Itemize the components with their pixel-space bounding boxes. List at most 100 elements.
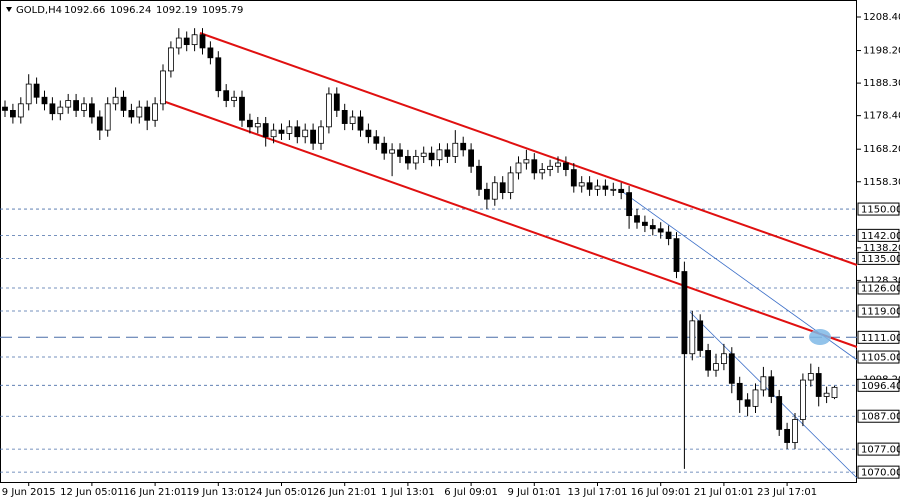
candle-body — [404, 156, 411, 164]
candle-body — [610, 188, 617, 191]
menu-arrow — [6, 7, 12, 12]
candle-body — [705, 350, 711, 371]
candle-body — [539, 169, 546, 174]
ohlc-close: 1095.79 — [202, 5, 243, 16]
candle-body — [41, 96, 48, 105]
candle-body — [278, 129, 285, 134]
candle-body — [81, 103, 87, 111]
level-label: 1105.00 — [861, 353, 900, 364]
candle-body — [254, 123, 261, 128]
level-label-box — [857, 251, 900, 265]
ohlc-low: 1092.19 — [156, 5, 197, 16]
candle-body — [634, 215, 640, 223]
candle-body — [223, 90, 230, 101]
candle-body — [25, 83, 32, 105]
candle-body — [721, 353, 727, 365]
candle-body — [499, 182, 506, 194]
level-label-box — [857, 281, 900, 295]
candle-body — [412, 156, 419, 164]
candle-body — [160, 70, 166, 105]
level-label: 1119.00 — [861, 306, 900, 317]
candle-body — [357, 116, 364, 131]
candle-body — [515, 162, 522, 174]
x-tick-label: 6 Jul 09:01 — [444, 487, 498, 498]
candle-body — [555, 162, 561, 167]
candle-body — [800, 379, 806, 420]
candle-body — [744, 399, 751, 407]
level-label: 1126.00 — [861, 283, 900, 294]
candle-body — [17, 103, 24, 118]
y-tick-label: 1138.20 — [863, 243, 900, 254]
ohlc-open: 1092.66 — [64, 5, 105, 16]
level-label-box — [857, 409, 900, 423]
candle-body — [112, 96, 119, 105]
candle-body — [602, 185, 609, 190]
candle-body — [681, 271, 688, 355]
candle-body — [310, 129, 317, 144]
candle-body — [349, 116, 356, 124]
candle-body — [381, 142, 388, 154]
y-tick-label: 1158.30 — [863, 177, 900, 188]
candle-body — [270, 129, 277, 138]
candle-body — [476, 165, 482, 190]
candle-body — [294, 126, 301, 138]
candle-body — [831, 386, 838, 399]
candle-body — [468, 149, 475, 167]
candle-body — [231, 96, 238, 101]
x-tick-label: 9 Jul 01:01 — [507, 487, 561, 498]
level-label-box — [857, 378, 900, 392]
highlight — [809, 329, 831, 345]
candle-body — [547, 165, 553, 170]
candle-body — [823, 392, 830, 397]
y-tick-label: 1168.20 — [863, 144, 900, 155]
candle-body — [239, 96, 245, 121]
candle-body — [152, 103, 159, 121]
candle-body — [784, 428, 790, 443]
level-label: 1087.00 — [861, 412, 900, 423]
candle-body — [483, 188, 490, 200]
x-tick-label: 24 Jun 05:01 — [250, 487, 314, 498]
x-tick-label: 26 Jun 21:01 — [313, 487, 377, 498]
x-tick-label: 19 Jun 13:01 — [187, 487, 251, 498]
candle-body — [65, 100, 72, 108]
level-label: 1077.00 — [861, 445, 900, 456]
candle-body — [586, 182, 593, 190]
x-tick-label: 12 Jun 05:01 — [60, 487, 124, 498]
candle-body — [365, 129, 372, 138]
level-label-box — [857, 465, 900, 479]
candle-body — [120, 96, 127, 111]
candle-body — [776, 396, 783, 430]
candle-body — [262, 123, 269, 138]
x-tick-label: 16 Jul 09:01 — [631, 487, 691, 498]
x-tick-label: 1 Jul 13:01 — [381, 487, 435, 498]
candle-body — [626, 192, 632, 217]
level-label-box — [857, 330, 900, 344]
level-label: 1111.00 — [861, 333, 900, 344]
candle-body — [491, 182, 498, 200]
candle-body — [563, 162, 569, 170]
x-tick-label: 13 Jul 17:01 — [568, 487, 628, 498]
candle-body — [768, 376, 775, 397]
level-label: 1070.00 — [861, 468, 900, 479]
level-label: 1096.40 — [861, 381, 900, 392]
chart-title: GOLD,H4 — [16, 5, 62, 16]
candle-body — [104, 103, 111, 131]
candle-body — [523, 159, 530, 164]
candle-body — [760, 376, 767, 391]
candle-body — [642, 221, 648, 226]
candle-body — [444, 149, 451, 157]
candle-body — [183, 37, 190, 46]
candle-body — [728, 353, 735, 384]
level-label: 1150.00 — [861, 205, 900, 216]
ohlc-high: 1096.24 — [110, 5, 151, 16]
level-label: 1142.00 — [861, 231, 900, 242]
candle-body — [246, 119, 253, 128]
candle-body — [420, 152, 427, 157]
x-tick-label: 9 Jun 2015 — [2, 487, 56, 498]
candle-body — [507, 172, 514, 194]
candle-body — [657, 228, 664, 233]
level-label-box — [857, 442, 900, 456]
candle-body — [452, 142, 459, 157]
y-tick-label: 1178.40 — [863, 111, 900, 122]
